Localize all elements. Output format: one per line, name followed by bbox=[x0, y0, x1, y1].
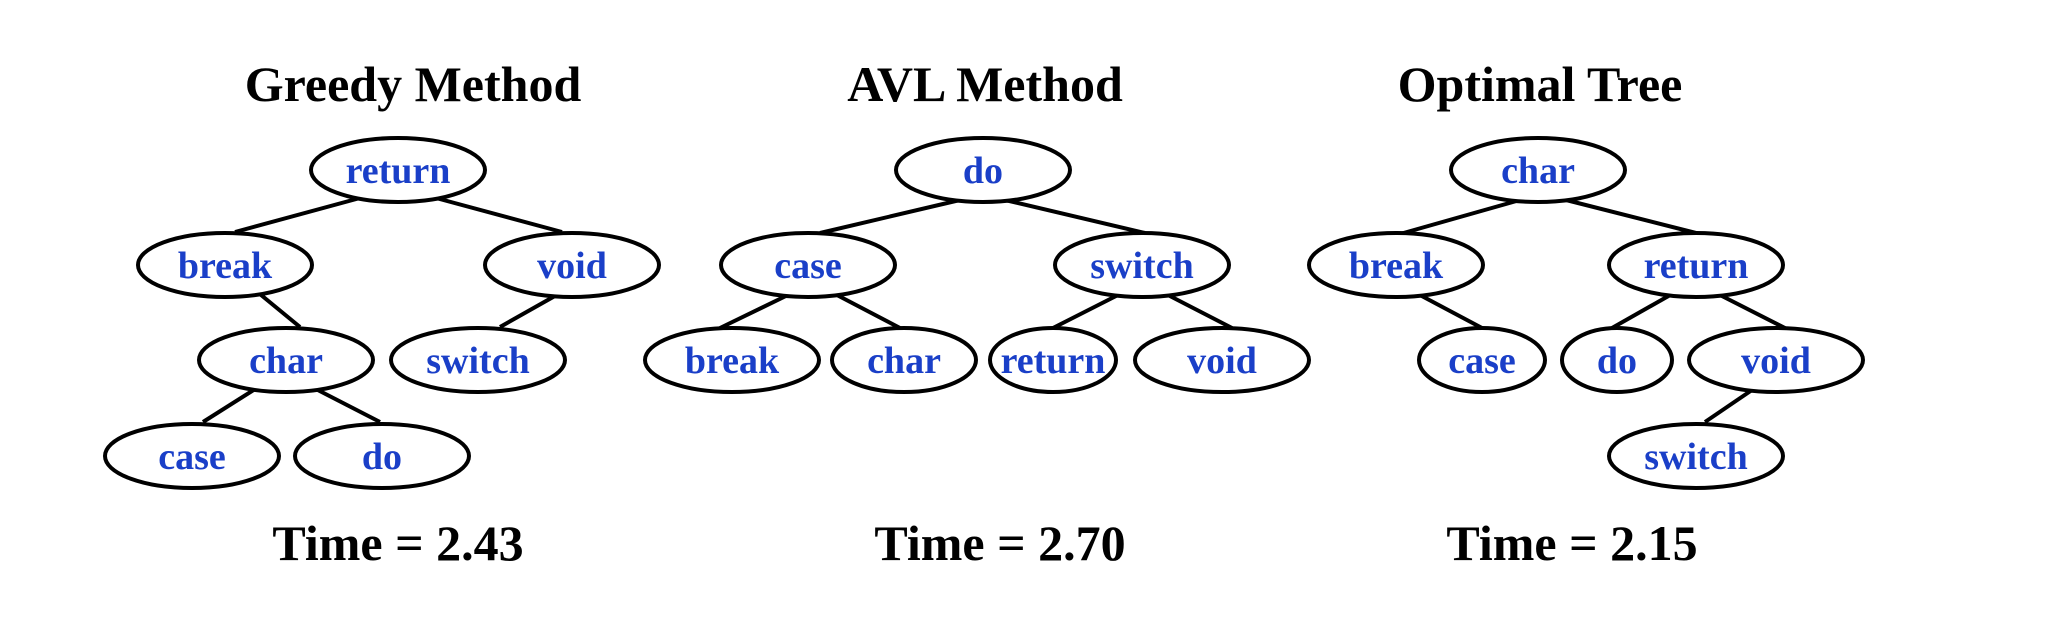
edge-optimal-void-switch bbox=[1703, 388, 1754, 424]
tree-title-optimal: Optimal Tree bbox=[1398, 56, 1683, 112]
tree-optimal: Optimal Tree char break return case do bbox=[1307, 56, 1865, 571]
edge-greedy-return-void bbox=[435, 196, 563, 234]
node-label: return bbox=[1001, 340, 1106, 382]
tree-node-optimal-char: char bbox=[1449, 136, 1627, 204]
node-label: char bbox=[249, 340, 323, 382]
node-label: switch bbox=[426, 340, 529, 382]
node-label: case bbox=[774, 245, 842, 287]
tree-avl-edges bbox=[719, 198, 1233, 330]
edge-greedy-char-do bbox=[309, 384, 381, 424]
edge-avl-do-switch bbox=[1004, 198, 1146, 235]
tree-node-greedy-switch: switch bbox=[389, 326, 567, 394]
tree-node-greedy-break: break bbox=[136, 231, 314, 299]
tree-node-avl-char: char bbox=[830, 326, 978, 394]
tree-time-optimal: Time = 2.15 bbox=[1446, 515, 1697, 571]
edge-greedy-return-break bbox=[234, 196, 361, 234]
tree-node-optimal-return: return bbox=[1607, 231, 1785, 299]
tree-node-greedy-do: do bbox=[293, 422, 471, 490]
edge-optimal-char-return bbox=[1565, 198, 1701, 236]
node-label: break bbox=[1349, 245, 1444, 287]
node-label: do bbox=[963, 150, 1003, 192]
tree-node-optimal-case: case bbox=[1417, 326, 1547, 394]
tree-title-greedy: Greedy Method bbox=[245, 56, 582, 112]
tree-time-avl: Time = 2.70 bbox=[874, 515, 1125, 571]
tree-node-avl-do: do bbox=[894, 136, 1072, 204]
node-label: do bbox=[362, 436, 402, 478]
tree-node-optimal-do: do bbox=[1560, 326, 1674, 394]
tree-greedy: Greedy Method return break void char s bbox=[103, 56, 661, 571]
tree-node-optimal-void: void bbox=[1687, 326, 1865, 394]
edge-avl-case-break bbox=[719, 292, 791, 330]
edge-optimal-return-void bbox=[1717, 292, 1786, 330]
tree-node-greedy-char: char bbox=[197, 326, 375, 394]
node-label: return bbox=[1644, 245, 1749, 287]
node-label: switch bbox=[1090, 245, 1193, 287]
tree-node-avl-case: case bbox=[719, 231, 897, 299]
tree-optimal-edges bbox=[1399, 198, 1786, 424]
node-label: void bbox=[537, 245, 607, 287]
node-label: void bbox=[1741, 340, 1811, 382]
tree-node-optimal-switch: switch bbox=[1607, 422, 1785, 490]
node-label: case bbox=[158, 436, 226, 478]
node-label: break bbox=[685, 340, 780, 382]
edge-greedy-char-case bbox=[201, 384, 262, 424]
node-label: switch bbox=[1644, 436, 1747, 478]
edge-optimal-char-break bbox=[1399, 198, 1521, 236]
node-label: char bbox=[1501, 150, 1575, 192]
node-label: do bbox=[1597, 340, 1637, 382]
tree-title-avl: AVL Method bbox=[847, 56, 1123, 112]
tree-avl: AVL Method do case switch break char bbox=[643, 56, 1311, 571]
edge-greedy-break-char bbox=[253, 288, 302, 329]
tree-node-avl-switch: switch bbox=[1053, 231, 1231, 299]
node-label: case bbox=[1448, 340, 1516, 382]
tree-time-greedy: Time = 2.43 bbox=[272, 515, 523, 571]
node-label: return bbox=[346, 150, 451, 192]
edge-avl-case-char bbox=[834, 292, 901, 330]
node-label: void bbox=[1187, 340, 1257, 382]
edge-optimal-return-do bbox=[1611, 292, 1673, 330]
edge-avl-do-case bbox=[819, 198, 961, 235]
tree-node-greedy-void: void bbox=[483, 231, 661, 299]
tree-node-greedy-case: case bbox=[103, 422, 281, 490]
tree-node-avl-break: break bbox=[643, 326, 821, 394]
tree-node-avl-return: return bbox=[988, 326, 1118, 394]
node-label: char bbox=[867, 340, 941, 382]
edge-avl-switch-void bbox=[1165, 292, 1233, 330]
edge-optimal-break-case bbox=[1417, 292, 1483, 330]
edge-avl-switch-return bbox=[1052, 292, 1121, 330]
tree-node-avl-void: void bbox=[1133, 326, 1311, 394]
tree-node-greedy-return: return bbox=[309, 136, 487, 204]
tree-node-optimal-break: break bbox=[1307, 231, 1485, 299]
node-label: break bbox=[178, 245, 273, 287]
